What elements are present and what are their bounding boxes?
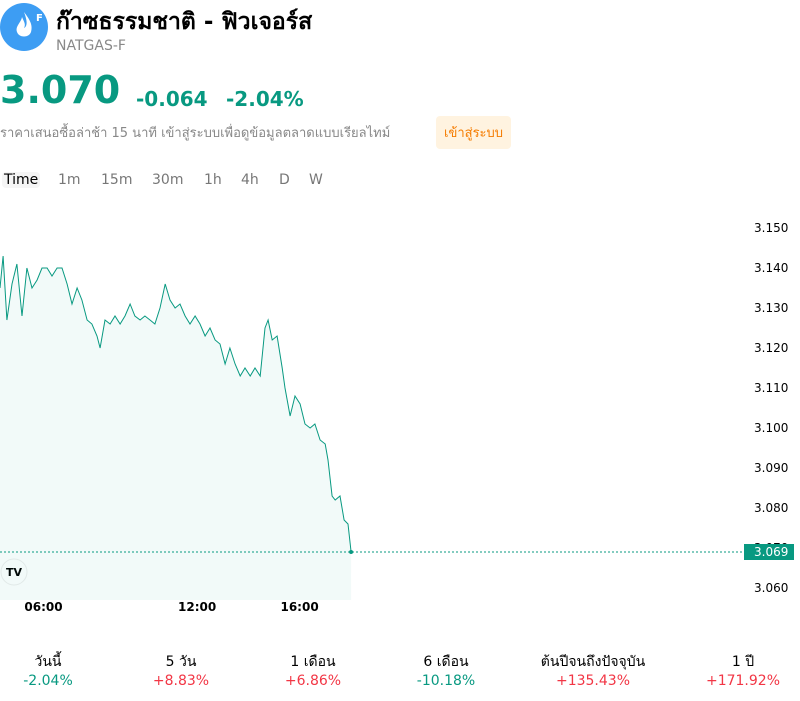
area	[0, 256, 352, 600]
time-tab[interactable]: 4h	[241, 172, 259, 188]
performance-value: -2.04%	[23, 673, 73, 689]
y-tick-label: 3.110	[754, 381, 788, 395]
x-tick-label: 12:00	[178, 600, 216, 614]
symbol: NATGAS-F	[56, 38, 126, 54]
y-tick-label: 3.140	[754, 261, 788, 275]
x-tick-label: 16:00	[280, 600, 318, 614]
current-price-label: 3.069	[754, 545, 788, 559]
performance-value: +135.43%	[555, 673, 631, 689]
icon-badge: F	[36, 13, 43, 24]
y-tick-label: 3.150	[754, 221, 788, 235]
y-tick-label: 3.120	[754, 341, 788, 355]
time-tab[interactable]: 30m	[152, 172, 184, 188]
current-price-box	[744, 544, 794, 560]
time-tab[interactable]: Time	[2, 172, 41, 188]
tv-logo: TV	[0, 558, 28, 586]
time-tab[interactable]: 15m	[101, 172, 133, 188]
performance-value: -10.18%	[416, 673, 476, 689]
price-line	[0, 255, 352, 553]
performance-value: +171.92%	[705, 673, 781, 689]
title: ก๊าซธรรมชาติ - ฟิวเจอร์ส	[56, 9, 313, 35]
y-tick-label: 3.060	[754, 581, 788, 595]
performance-label: 1 ปี	[731, 654, 755, 670]
price: 3.070	[0, 68, 121, 112]
performance-label: ต้นปีจนถึงปัจจุบัน	[540, 654, 646, 670]
performance-label: 6 เดือน	[423, 654, 469, 670]
y-tick-label: 3.100	[754, 421, 788, 435]
y-tick-label: 3.090	[754, 461, 788, 475]
performance-label: 1 เดือน	[290, 654, 336, 670]
performance-label: 5 วัน	[165, 654, 197, 670]
notice: ราคาเสนอซื้อล่าช้า 15 นาที เข้าสู่ระบบเพ…	[0, 126, 391, 141]
time-tab[interactable]: D	[279, 172, 290, 188]
performance-value: +6.86%	[284, 673, 342, 689]
performance-value: +8.83%	[152, 673, 210, 689]
y-tick-label: 3.080	[754, 501, 788, 515]
change-percent: -2.04%	[226, 87, 304, 111]
time-tab[interactable]: W	[309, 172, 323, 188]
x-tick-label: 06:00	[24, 600, 62, 614]
performance-label: วันนี้	[34, 654, 62, 670]
time-tab[interactable]: 1m	[58, 172, 81, 188]
svg-text:TV: TV	[6, 566, 23, 579]
flame-icon	[16, 12, 32, 37]
change: -0.064	[136, 87, 208, 111]
login-button[interactable]: เข้าสู่ระบบ	[436, 116, 512, 149]
y-tick-label: 3.130	[754, 301, 788, 315]
time-tab[interactable]: 1h	[204, 172, 222, 188]
last-point	[349, 550, 354, 554]
